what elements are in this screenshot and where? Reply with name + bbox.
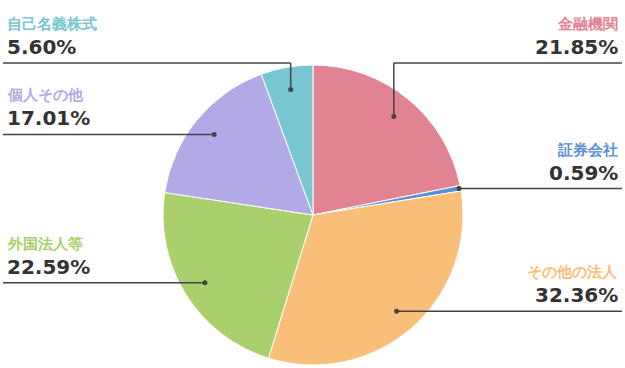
- svg-text:22.59%: 22.59%: [7, 255, 90, 279]
- svg-text:自己名義株式: 自己名義株式: [7, 15, 97, 33]
- svg-text:21.85%: 21.85%: [535, 35, 618, 59]
- svg-text:5.60%: 5.60%: [7, 35, 76, 59]
- svg-text:外国法人等: 外国法人等: [7, 235, 83, 253]
- svg-text:個人その他: 個人その他: [7, 86, 84, 104]
- svg-text:32.36%: 32.36%: [535, 283, 618, 307]
- svg-text:その他の法人: その他の法人: [527, 263, 618, 281]
- svg-text:証券会社: 証券会社: [557, 141, 618, 159]
- svg-text:0.59%: 0.59%: [549, 161, 618, 185]
- svg-text:17.01%: 17.01%: [7, 106, 90, 130]
- svg-text:金融機関: 金融機関: [557, 15, 618, 33]
